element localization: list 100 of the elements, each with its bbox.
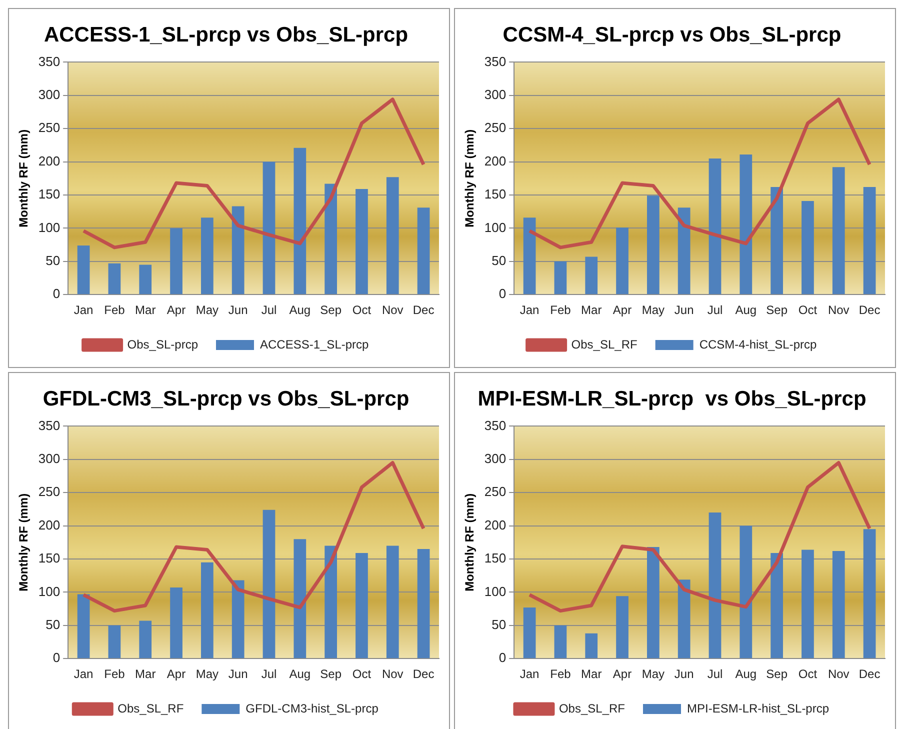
x-tick-label: Sep xyxy=(766,303,788,318)
x-tick-label: Apr xyxy=(166,667,186,682)
x-tick-label: Dec xyxy=(412,303,434,318)
x-tick-label: Feb xyxy=(550,303,572,318)
bar xyxy=(324,546,337,658)
bar xyxy=(356,189,368,294)
bar xyxy=(139,620,152,658)
bar xyxy=(616,596,628,658)
x-tick-label: May xyxy=(642,667,665,682)
legend-label: GFDL-CM3-hist_SL-prcp xyxy=(246,701,379,716)
bar xyxy=(77,594,90,658)
y-tick-label: 100 xyxy=(38,584,60,599)
y-tick-label: 0 xyxy=(498,650,506,666)
x-tick-label: Apr xyxy=(612,303,632,318)
y-tick-label: 300 xyxy=(38,450,60,466)
bar xyxy=(770,553,783,658)
x-tick-label: Aug xyxy=(289,667,311,682)
x-tick-label: Oct xyxy=(798,303,818,318)
bar xyxy=(108,263,121,294)
bar xyxy=(201,218,214,294)
legend-label: CCSM-4-hist_SL-prcp xyxy=(699,337,818,352)
y-tick-label: 250 xyxy=(484,120,506,136)
x-tick-label: Aug xyxy=(735,303,757,318)
x-tick-label: Oct xyxy=(352,667,372,682)
x-tick-label: Feb xyxy=(550,667,572,682)
legend-label: ACCESS-1_SL-prcp xyxy=(260,337,370,352)
chart-title: MPI-ESM-LR_SL-prcp vs Obs_SL-prcp xyxy=(478,387,866,410)
bar xyxy=(678,580,690,658)
y-tick-label: 150 xyxy=(484,550,506,566)
y-tick-label: 150 xyxy=(484,186,506,202)
bar xyxy=(356,553,368,658)
x-tick-label: May xyxy=(196,667,219,682)
y-tick-label: 350 xyxy=(484,418,506,433)
y-tick-label: 50 xyxy=(492,252,506,268)
y-axis-title: Monthly RF (mm) xyxy=(16,493,31,592)
x-tick-label: Jul xyxy=(261,303,277,318)
bar xyxy=(417,208,430,294)
bar xyxy=(294,148,306,294)
x-tick-label: Nov xyxy=(382,667,404,682)
legend-label: Obs_SL_RF xyxy=(571,337,638,352)
chart-title: GFDL-CM3_SL-prcp vs Obs_SL-prcp xyxy=(42,387,410,410)
bar xyxy=(585,256,598,294)
x-tick-label: Jul xyxy=(261,667,277,682)
bar xyxy=(554,625,567,658)
x-tick-label: May xyxy=(642,303,665,318)
x-tick-label: Aug xyxy=(735,667,757,682)
bar xyxy=(170,588,182,658)
y-tick-label: 200 xyxy=(38,153,60,168)
y-tick-label: 300 xyxy=(484,450,506,466)
bar xyxy=(863,529,876,658)
y-tick-label: 100 xyxy=(484,220,506,235)
bar xyxy=(324,184,337,294)
bar xyxy=(170,228,182,294)
x-tick-label: Jun xyxy=(674,303,694,318)
x-tick-label: Jul xyxy=(707,303,723,318)
x-tick-label: Apr xyxy=(166,303,186,318)
bar xyxy=(708,158,722,294)
x-tick-label: Nov xyxy=(828,303,850,318)
x-tick-label: Jan xyxy=(74,667,94,682)
bar xyxy=(294,539,306,658)
x-tick-label: Jun xyxy=(674,667,694,682)
y-tick-label: 200 xyxy=(484,517,506,532)
bar xyxy=(647,547,660,658)
y-tick-label: 100 xyxy=(484,584,506,599)
x-tick-label: Mar xyxy=(135,667,156,682)
bar xyxy=(832,551,845,658)
y-tick-label: 150 xyxy=(38,186,60,202)
y-tick-label: 200 xyxy=(484,153,506,168)
y-tick-label: 50 xyxy=(46,616,60,632)
legend-label: MPI-ESM-LR-hist_SL-prcp xyxy=(687,701,830,716)
bar xyxy=(863,187,876,294)
bar xyxy=(616,228,628,294)
x-tick-label: May xyxy=(196,303,219,318)
bar xyxy=(108,625,121,658)
x-tick-label: Oct xyxy=(798,667,818,682)
bar xyxy=(386,546,399,658)
x-tick-label: Jul xyxy=(707,667,723,682)
y-tick-label: 0 xyxy=(498,286,506,302)
y-tick-label: 200 xyxy=(38,517,60,532)
y-axis-title: Monthly RF (mm) xyxy=(462,493,477,592)
x-tick-label: Apr xyxy=(612,667,632,682)
x-tick-label: Mar xyxy=(581,667,602,682)
x-tick-label: Sep xyxy=(320,667,342,682)
y-tick-label: 250 xyxy=(38,120,60,136)
x-tick-label: Nov xyxy=(828,667,850,682)
y-tick-label: 300 xyxy=(38,86,60,102)
bar xyxy=(708,512,722,658)
bar xyxy=(770,187,783,294)
bar xyxy=(554,261,567,294)
bar xyxy=(647,196,660,294)
bar xyxy=(139,264,152,294)
y-tick-label: 250 xyxy=(484,484,506,500)
x-tick-label: Sep xyxy=(766,667,788,682)
bar xyxy=(262,162,276,294)
x-tick-label: Jan xyxy=(520,667,540,682)
bar xyxy=(77,245,90,294)
x-tick-label: Oct xyxy=(352,303,372,318)
x-tick-label: Jun xyxy=(228,667,248,682)
x-tick-label: Nov xyxy=(382,303,404,318)
y-tick-label: 0 xyxy=(52,286,60,302)
